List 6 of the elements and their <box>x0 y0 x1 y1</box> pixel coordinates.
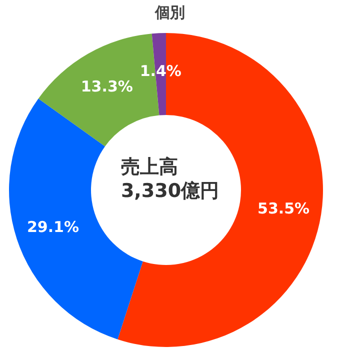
text: 売上高 3,330億円 <box>120 156 220 202</box>
data-label: 13.3% <box>80 78 133 96</box>
chart-title: 個別 <box>154 4 185 22</box>
data-label: 53.5% <box>258 200 310 218</box>
data-label: 1.4% <box>140 62 182 80</box>
data-label: 29.1% <box>26 218 79 236</box>
